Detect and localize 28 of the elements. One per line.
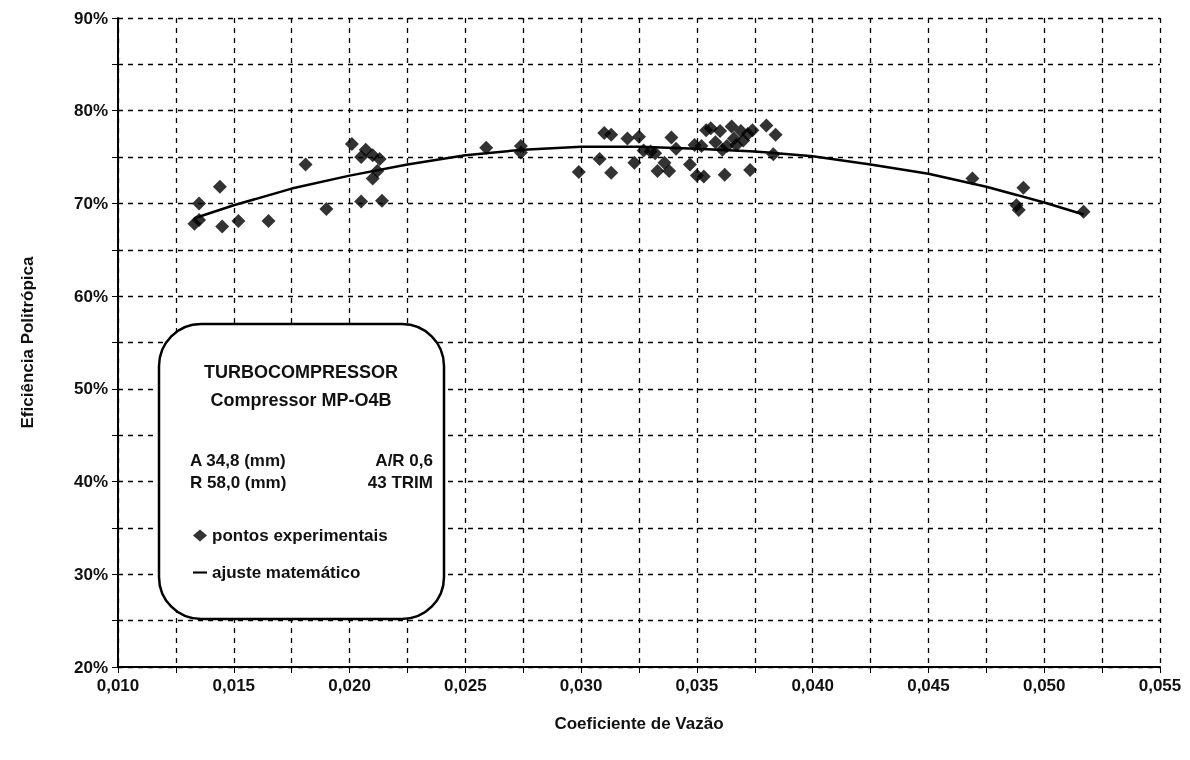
annotation: 43 TRIM	[367, 472, 433, 492]
y-tick-label: 50%	[73, 379, 108, 399]
x-tick-label: 0,045	[907, 676, 950, 695]
y-tick-label: 90%	[73, 8, 108, 28]
y-tick-label: 80%	[73, 101, 108, 121]
y-tick-label: 30%	[73, 564, 108, 584]
x-tick-label: 0,030	[559, 676, 603, 695]
annotation: TURBOCOMPRESSOR	[203, 362, 399, 382]
annotation: A/R 0,6	[375, 450, 433, 470]
y-tick-label: 20%	[73, 657, 108, 677]
x-tick-label: 0,050	[1022, 676, 1066, 695]
x-tick-label: 0,040	[791, 676, 834, 695]
x-tick-label: 0,035	[675, 676, 719, 695]
x-tick-label: 0,055	[1138, 676, 1182, 695]
x-tick-label: 0,010	[96, 676, 140, 695]
annotation: R 58,0 (mm)	[190, 472, 287, 492]
x-axis-title: Coeficiente de Vazão	[554, 714, 724, 733]
y-axis-title: Eficiência Politrópica	[18, 255, 37, 429]
annotation: A 34,8 (mm)	[190, 450, 286, 470]
x-tick-label: 0,025	[444, 676, 487, 695]
legend-label: pontos experimentais	[212, 526, 388, 545]
y-tick-label: 40%	[73, 472, 108, 492]
legend-label: ajuste matemático	[212, 563, 361, 582]
x-tick-label: 0,020	[328, 676, 371, 695]
y-tick-label: 60%	[73, 286, 108, 306]
annotation: Compressor MP-O4B	[210, 390, 392, 410]
x-tick-label: 0,015	[212, 676, 256, 695]
y-tick-label: 70%	[73, 193, 108, 213]
